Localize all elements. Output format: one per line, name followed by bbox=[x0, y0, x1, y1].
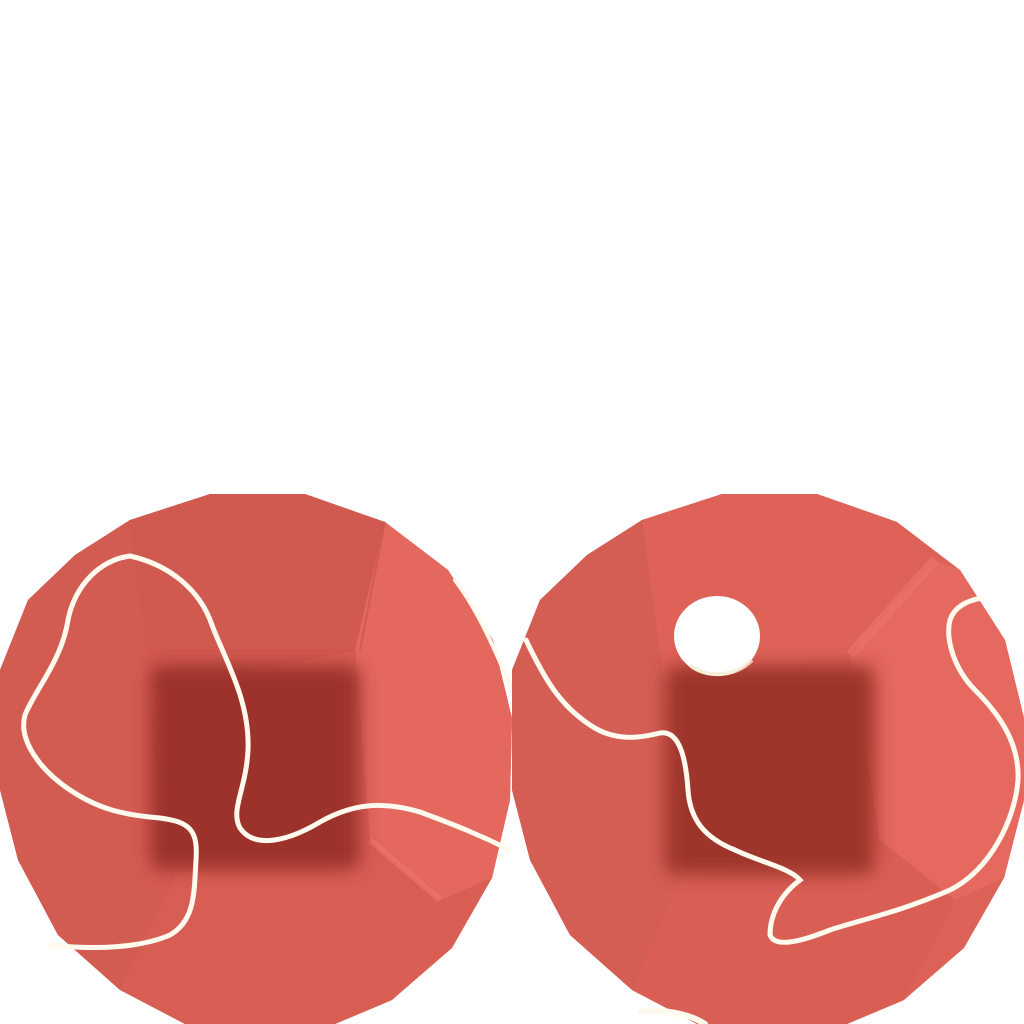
right-ball-facet-left bbox=[512, 520, 680, 990]
right-ball-facet-bottom bbox=[632, 840, 955, 1024]
right-ball[interactable] bbox=[512, 494, 1024, 1024]
left-ball[interactable] bbox=[0, 494, 514, 1024]
left-ball-facet-bottom bbox=[120, 840, 440, 1024]
left-ball-seam bbox=[21, 553, 199, 951]
right-ball-seam-bottom bbox=[637, 1007, 708, 1024]
right-ball-spot bbox=[674, 596, 760, 676]
right-ball-shadow bbox=[665, 665, 875, 875]
left-ball-seam-2 bbox=[127, 553, 513, 853]
right-ball-facet-right bbox=[850, 560, 1024, 900]
left-ball-shadow bbox=[150, 665, 360, 870]
left-ball-facet-right bbox=[355, 522, 512, 900]
left-ball-facet-top bbox=[130, 494, 385, 690]
left-ball-seam-edge bbox=[453, 578, 514, 692]
left-ball-facet-left bbox=[0, 520, 175, 990]
right-ball-seam bbox=[523, 595, 1021, 945]
